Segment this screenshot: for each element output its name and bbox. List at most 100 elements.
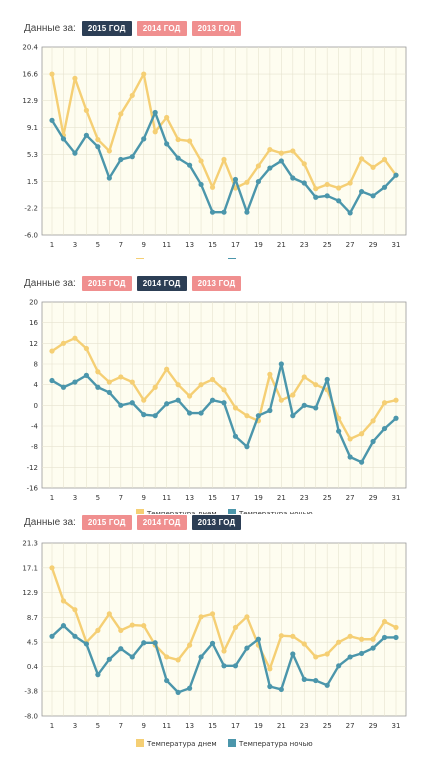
night-temperature-point[interactable]: [359, 188, 365, 195]
year-button-2013[interactable]: 2013 ГОД: [191, 20, 242, 36]
day-temperature-point[interactable]: [244, 614, 250, 620]
night-temperature-point[interactable]: [49, 633, 55, 639]
night-temperature-point[interactable]: [301, 402, 307, 408]
day-temperature-point[interactable]: [221, 387, 227, 393]
day-temperature-point[interactable]: [381, 400, 388, 406]
day-temperature-point[interactable]: [290, 633, 296, 639]
night-temperature-point[interactable]: [95, 144, 101, 150]
night-temperature-point[interactable]: [290, 651, 296, 657]
day-temperature-point[interactable]: [301, 161, 307, 167]
night-temperature-point[interactable]: [267, 683, 273, 690]
day-temperature-point[interactable]: [118, 111, 124, 117]
night-temperature-point[interactable]: [118, 156, 124, 163]
night-temperature-point[interactable]: [221, 209, 227, 215]
night-temperature-point[interactable]: [72, 379, 78, 385]
night-temperature-point[interactable]: [72, 150, 78, 156]
day-temperature-point[interactable]: [336, 639, 342, 645]
day-temperature-point[interactable]: [209, 376, 216, 383]
day-temperature-point[interactable]: [381, 618, 388, 625]
night-temperature-point[interactable]: [118, 402, 124, 408]
year-button-2014[interactable]: 2014 ГОД: [136, 514, 187, 530]
day-temperature-point[interactable]: [152, 129, 158, 135]
night-temperature-point[interactable]: [313, 405, 319, 411]
day-temperature-point[interactable]: [232, 624, 239, 631]
day-temperature-point[interactable]: [359, 431, 365, 437]
day-temperature-point[interactable]: [336, 185, 342, 191]
night-temperature-point[interactable]: [141, 412, 147, 418]
legend-label-day[interactable]: Температура днем: [146, 510, 217, 514]
day-temperature-point[interactable]: [347, 436, 353, 442]
day-temperature-point[interactable]: [244, 413, 250, 419]
day-temperature-point[interactable]: [187, 642, 193, 648]
day-temperature-point[interactable]: [175, 136, 181, 143]
night-temperature-point[interactable]: [232, 176, 239, 183]
legend-swatch-day[interactable]: [136, 258, 144, 259]
night-temperature-point[interactable]: [95, 672, 101, 678]
night-temperature-point[interactable]: [209, 640, 216, 646]
day-temperature-point[interactable]: [198, 158, 204, 164]
day-temperature-point[interactable]: [129, 92, 135, 99]
day-temperature-point[interactable]: [49, 71, 55, 77]
night-temperature-point[interactable]: [290, 413, 296, 419]
day-temperature-point[interactable]: [347, 180, 353, 186]
day-temperature-point[interactable]: [301, 641, 307, 647]
day-temperature-point[interactable]: [152, 384, 158, 390]
night-temperature-point[interactable]: [381, 184, 388, 190]
night-temperature-point[interactable]: [60, 623, 67, 629]
night-temperature-point[interactable]: [278, 686, 284, 693]
day-temperature-point[interactable]: [129, 622, 135, 628]
night-temperature-point[interactable]: [106, 175, 112, 181]
night-temperature-point[interactable]: [301, 180, 307, 186]
day-temperature-point[interactable]: [255, 163, 261, 169]
night-temperature-point[interactable]: [129, 654, 135, 660]
night-temperature-point[interactable]: [290, 175, 296, 181]
day-temperature-point[interactable]: [198, 382, 204, 388]
night-temperature-point[interactable]: [221, 400, 227, 406]
night-temperature-point[interactable]: [152, 109, 158, 116]
night-temperature-point[interactable]: [347, 654, 353, 660]
night-temperature-point[interactable]: [187, 162, 193, 168]
day-temperature-point[interactable]: [72, 75, 78, 81]
night-temperature-point[interactable]: [152, 413, 158, 419]
night-temperature-point[interactable]: [175, 397, 181, 403]
day-temperature-point[interactable]: [370, 418, 376, 424]
night-temperature-point[interactable]: [187, 685, 193, 691]
night-temperature-point[interactable]: [244, 645, 250, 651]
night-temperature-point[interactable]: [347, 210, 353, 216]
night-temperature-point[interactable]: [381, 425, 388, 432]
night-temperature-point[interactable]: [370, 645, 376, 651]
day-temperature-point[interactable]: [278, 397, 284, 403]
year-button-2013[interactable]: 2013 ГОД: [191, 275, 242, 291]
night-temperature-point[interactable]: [313, 194, 319, 200]
day-temperature-point[interactable]: [370, 164, 376, 170]
day-temperature-point[interactable]: [324, 181, 330, 188]
day-temperature-point[interactable]: [381, 156, 388, 163]
day-temperature-point[interactable]: [129, 379, 135, 385]
day-temperature-point[interactable]: [141, 623, 147, 629]
night-temperature-point[interactable]: [118, 646, 124, 652]
day-temperature-point[interactable]: [244, 179, 250, 185]
legend-label-night[interactable]: Температура ночью: [238, 740, 313, 748]
night-temperature-point[interactable]: [324, 682, 330, 688]
day-temperature-point[interactable]: [106, 148, 112, 154]
day-temperature-point[interactable]: [49, 348, 55, 354]
night-temperature-point[interactable]: [106, 389, 112, 396]
night-temperature-point[interactable]: [255, 178, 261, 185]
day-temperature-point[interactable]: [83, 345, 89, 352]
day-temperature-point[interactable]: [198, 614, 204, 620]
night-temperature-point[interactable]: [244, 444, 250, 450]
day-temperature-point[interactable]: [72, 335, 78, 341]
night-temperature-point[interactable]: [60, 384, 67, 390]
night-temperature-point[interactable]: [255, 636, 261, 642]
night-temperature-point[interactable]: [324, 193, 330, 199]
legend-swatch-night[interactable]: [228, 739, 236, 747]
year-button-2014[interactable]: 2014 ГОД: [136, 20, 187, 36]
day-temperature-point[interactable]: [60, 598, 67, 604]
night-temperature-point[interactable]: [164, 401, 170, 407]
day-temperature-point[interactable]: [209, 184, 216, 190]
night-temperature-point[interactable]: [72, 633, 78, 639]
night-temperature-point[interactable]: [83, 641, 89, 647]
night-temperature-point[interactable]: [278, 158, 284, 164]
night-temperature-point[interactable]: [232, 663, 239, 669]
night-temperature-point[interactable]: [49, 377, 55, 384]
